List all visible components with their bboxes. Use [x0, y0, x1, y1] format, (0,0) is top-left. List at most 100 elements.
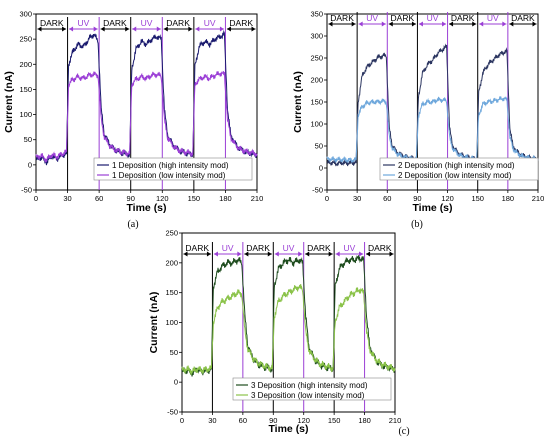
phase-arrowhead: [335, 251, 340, 257]
phase-arrowhead: [359, 251, 364, 257]
x-tick-label: 210: [389, 416, 402, 425]
legend-entry: 3 Deposition (high intensity mod): [251, 381, 368, 390]
x-tick-label: 210: [251, 194, 264, 203]
series-line: [35, 70, 258, 163]
chart-panel: DARK UV DARK UV DARK UV DARK 0 30 60 90 120 150 180 21…: [148, 229, 410, 438]
phase-arrowhead: [213, 251, 218, 257]
x-tick-label: 120: [441, 194, 454, 203]
phase-arrowhead: [93, 26, 98, 32]
phase-label: DARK: [229, 18, 253, 28]
x-axis-title: Time (s): [126, 202, 166, 214]
phase-label: UV: [204, 18, 216, 28]
phase-arrowhead: [472, 21, 477, 27]
y-tick-label: 250: [310, 54, 323, 63]
legend-entry: 2 Deposition (high intensity mod): [398, 161, 515, 170]
y-tick-label: 150: [310, 98, 323, 107]
phase-arrowhead: [188, 26, 193, 32]
phase-label: DARK: [391, 13, 415, 23]
phase-arrowhead: [449, 21, 454, 27]
x-axis-title: Time (s): [268, 423, 308, 435]
y-axis-title: Current (nA): [292, 71, 304, 133]
legend-box: [232, 377, 392, 401]
phase-arrowhead: [418, 21, 423, 27]
phase-label: UV: [283, 243, 295, 253]
phase-arrowhead: [62, 26, 67, 32]
phase-arrowhead: [298, 251, 303, 257]
phase-label: DARK: [166, 18, 190, 28]
y-tick-label: 0: [28, 160, 32, 169]
phase-arrowhead: [195, 26, 200, 32]
y-tick-label: 300: [310, 32, 323, 41]
phase-label: UV: [427, 13, 439, 23]
legend: 3 Deposition (high intensity mod)3 Depos…: [232, 377, 392, 401]
phase-arrowhead: [274, 251, 279, 257]
phase-label: DARK: [103, 18, 127, 28]
plot-frame: [35, 13, 258, 191]
phase-arrowhead: [328, 251, 333, 257]
series-line: [326, 96, 539, 164]
phase-arrowhead: [479, 21, 484, 27]
y-tick-label: 200: [310, 76, 323, 85]
x-tick-label: 150: [328, 416, 341, 425]
phase-label: UV: [141, 18, 153, 28]
y-axis-title: Current (nA): [3, 71, 15, 133]
x-tick-label: 0: [180, 416, 184, 425]
phase-label: DARK: [368, 243, 392, 253]
legend-box: [379, 157, 539, 181]
phase-arrowhead: [69, 26, 74, 32]
y-tick-label: 0: [174, 378, 178, 387]
phase-arrowhead: [389, 251, 394, 257]
panel-caption: (a): [127, 219, 138, 230]
phase-arrowhead: [226, 26, 231, 32]
y-tick-label: -50: [167, 408, 178, 417]
x-tick-label: 180: [219, 194, 232, 203]
phase-arrowhead: [411, 21, 416, 27]
y-tick-label: 50: [315, 142, 323, 151]
series-line: [326, 43, 539, 167]
phase-arrowhead: [532, 21, 537, 27]
y-tick-label: 250: [19, 35, 32, 44]
legend-entry: 1 Deposition (high intensity mod): [112, 161, 229, 170]
x-tick-label: 0: [325, 194, 329, 203]
y-tick-label: -50: [312, 186, 323, 195]
phase-arrowhead: [381, 21, 386, 27]
y-tick-label: 100: [165, 318, 178, 327]
y-tick-label: 100: [310, 120, 323, 129]
phase-arrowhead: [509, 21, 514, 27]
x-tick-label: 0: [34, 194, 38, 203]
legend-entry: 2 Deposition (low intensity mod): [398, 171, 512, 180]
phase-label: UV: [77, 18, 89, 28]
x-tick-label: 150: [471, 194, 484, 203]
phase-arrowhead: [237, 251, 242, 257]
phase-label: UV: [222, 243, 234, 253]
phase-label: DARK: [185, 243, 209, 253]
phase-arrowhead: [206, 251, 211, 257]
phase-arrowhead: [163, 26, 168, 32]
x-axis-title: Time (s): [412, 202, 452, 214]
y-tick-label: 250: [165, 229, 178, 238]
y-tick-label: 100: [19, 110, 32, 119]
x-tick-label: 30: [63, 194, 71, 203]
phase-arrowhead: [267, 251, 272, 257]
y-tick-label: 150: [165, 288, 178, 297]
y-axis-title: Current (nA): [148, 292, 160, 354]
x-tick-label: 90: [413, 194, 421, 203]
phase-label: DARK: [330, 13, 354, 23]
x-tick-label: 150: [188, 194, 201, 203]
phase-label: UV: [366, 13, 378, 23]
phase-arrowhead: [388, 21, 393, 27]
series-line: [181, 255, 396, 377]
phase-label: UV: [343, 243, 355, 253]
phase-arrowhead: [244, 251, 249, 257]
x-tick-label: 90: [269, 416, 277, 425]
y-tick-label: 0: [319, 164, 323, 173]
phase-arrowhead: [132, 26, 137, 32]
phase-arrowhead: [156, 26, 161, 32]
x-tick-label: 30: [353, 194, 361, 203]
y-tick-label: -50: [21, 186, 32, 195]
y-tick-label: 300: [19, 10, 32, 19]
phase-label: DARK: [511, 13, 535, 23]
y-tick-label: 350: [310, 10, 323, 19]
y-tick-label: 200: [19, 60, 32, 69]
chart-panel: DARK UV DARK UV DARK UV DARK 0 30 60 90 120 150 180 21…: [292, 10, 544, 231]
